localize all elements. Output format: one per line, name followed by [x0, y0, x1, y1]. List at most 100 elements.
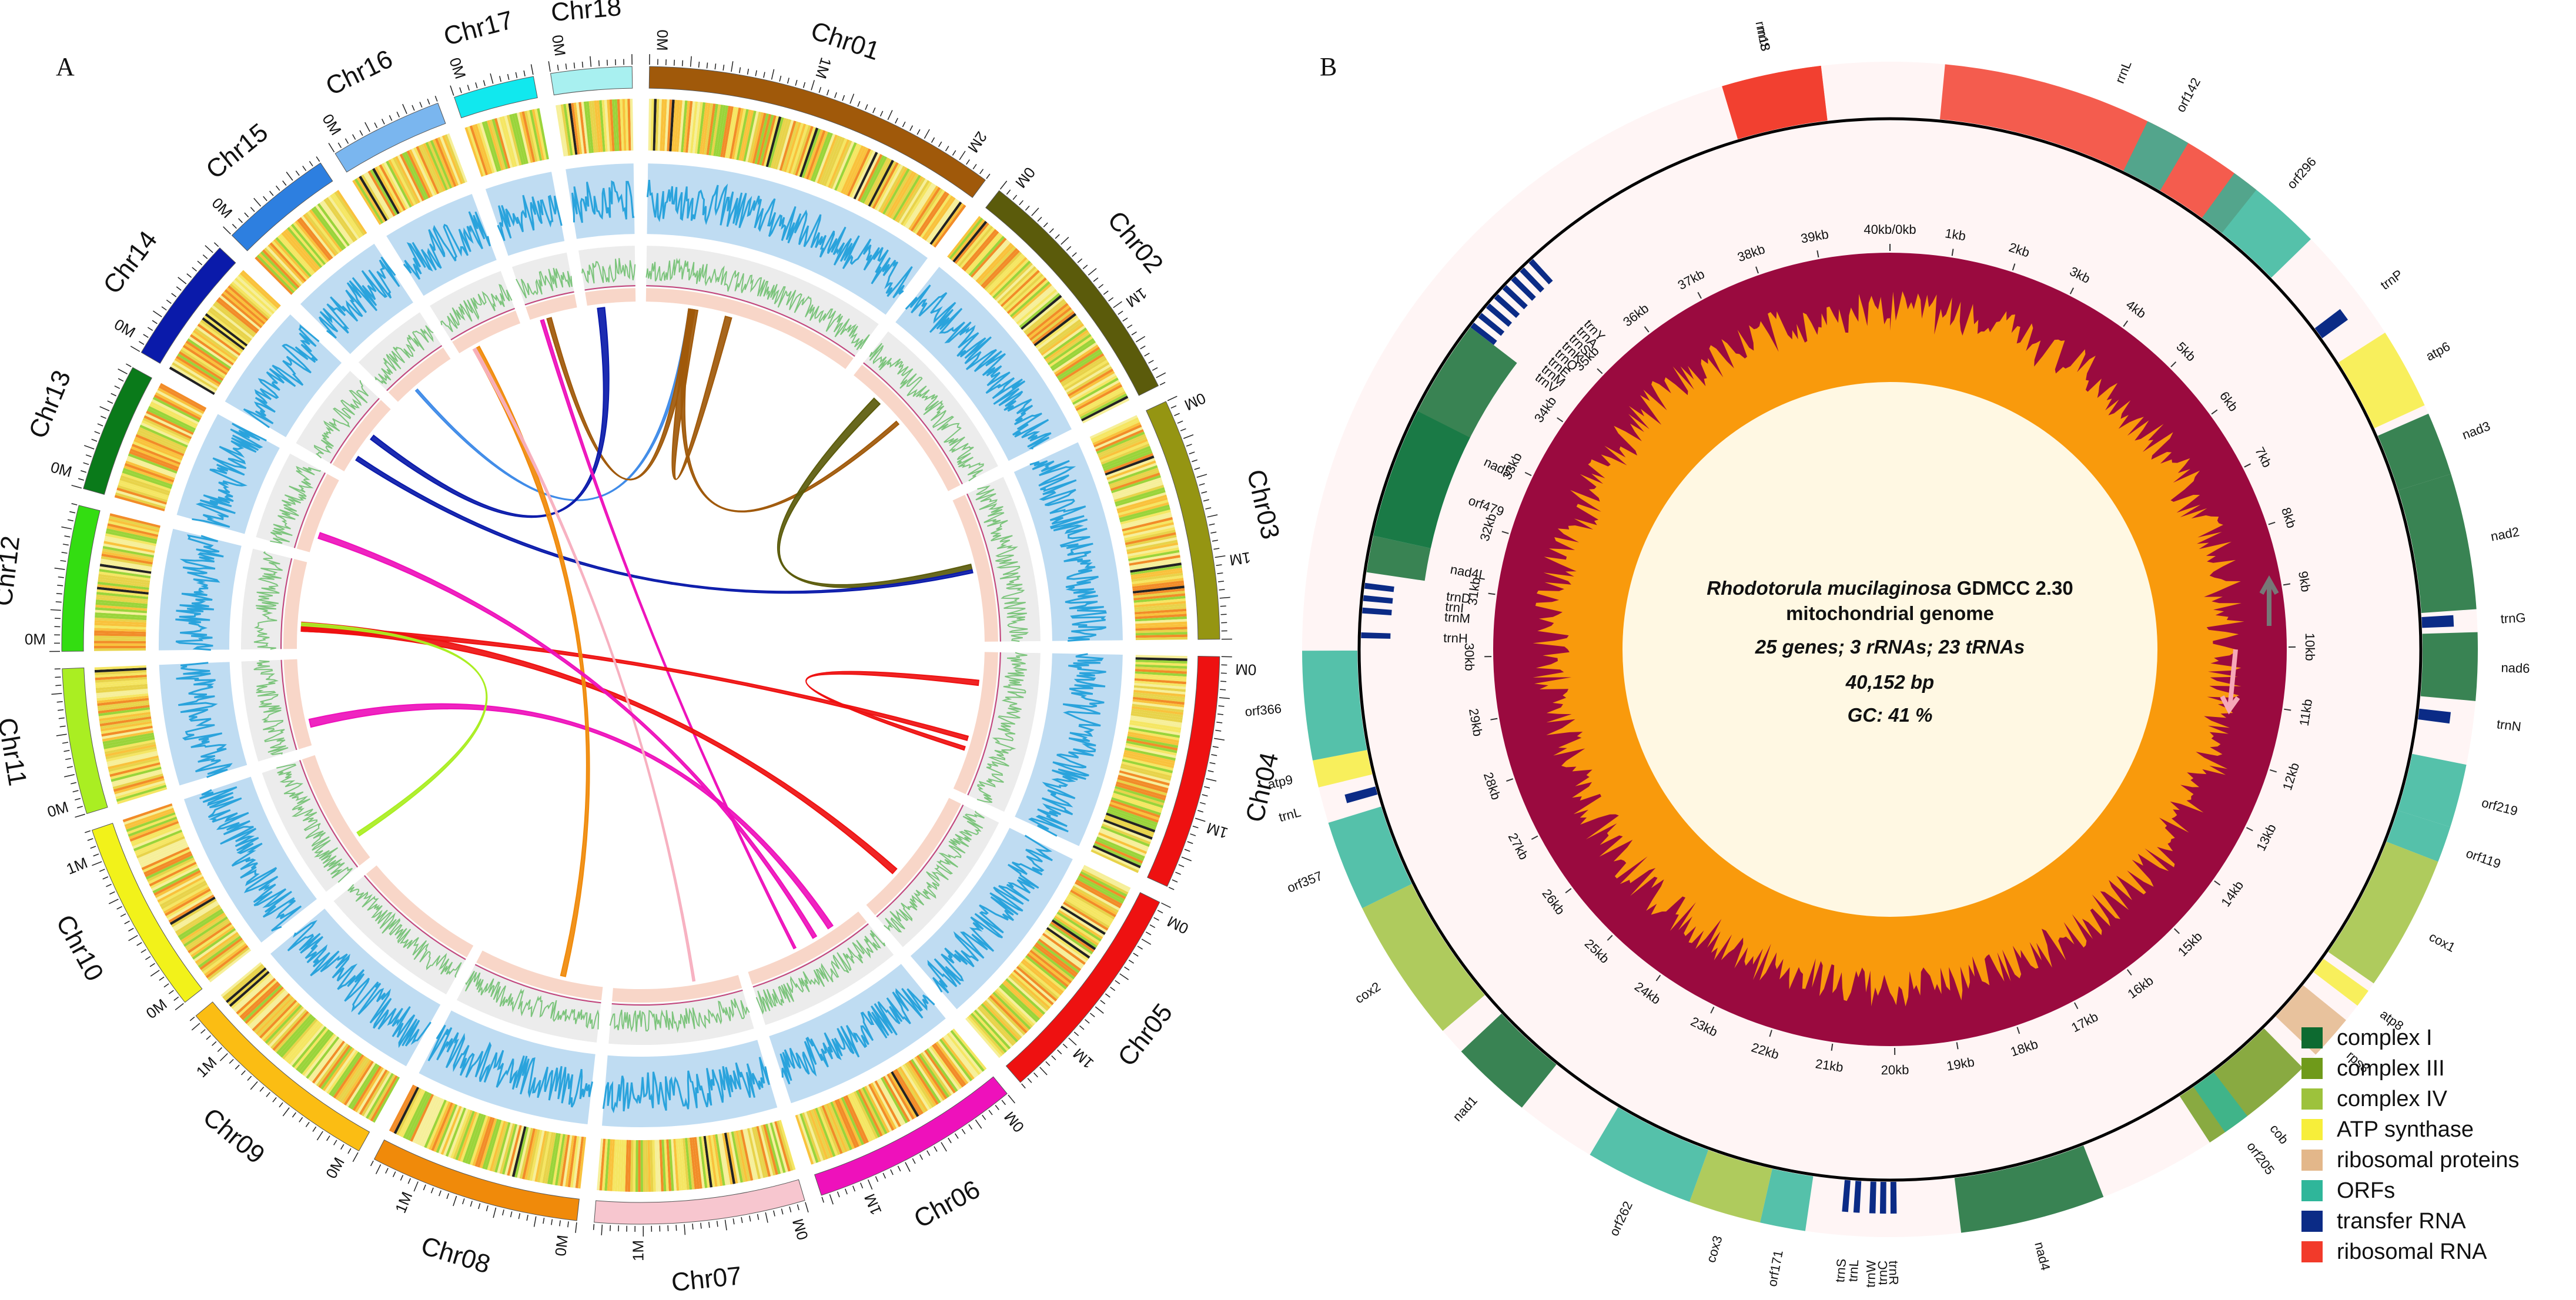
density-bin	[386, 160, 412, 208]
density-bin	[685, 100, 693, 153]
chromosome-tick	[844, 1188, 848, 1195]
chromosome-tick	[1202, 794, 1208, 797]
density-bin	[609, 99, 615, 152]
chromosome-tick	[1168, 886, 1175, 890]
chromosome-tick	[1077, 258, 1083, 263]
density-bin	[1083, 865, 1131, 890]
density-bin	[484, 120, 501, 172]
density-bin	[804, 129, 824, 179]
density-bin	[694, 1137, 702, 1189]
density-bin	[1128, 731, 1179, 743]
chromosome-start-label: 0M	[1001, 1108, 1028, 1136]
density-bin	[1115, 786, 1165, 803]
density-bin	[187, 338, 232, 370]
density-bin	[437, 137, 459, 186]
density-bin	[906, 1061, 937, 1107]
density-bin	[995, 988, 1035, 1027]
density-bin	[1119, 768, 1170, 783]
density-bin	[185, 918, 229, 949]
snp-line	[516, 267, 573, 299]
density-bin	[599, 100, 605, 152]
density-bin	[1031, 947, 1073, 982]
density-bin	[193, 930, 237, 962]
chromosome-tick	[1203, 499, 1209, 502]
density-bin	[305, 212, 339, 255]
density-bin	[104, 538, 156, 551]
chromosome-tick	[1161, 902, 1171, 909]
density-bin	[1109, 803, 1159, 823]
density-bin	[95, 676, 147, 683]
chromosome-tick	[382, 119, 385, 125]
density-bin	[1128, 552, 1180, 564]
kb-tick	[2173, 928, 2180, 934]
chromosome-tick	[1079, 1025, 1085, 1030]
density-bin	[1068, 368, 1114, 397]
density-bin	[397, 155, 423, 203]
density-bin	[1018, 964, 1059, 1000]
density-bin	[810, 1109, 831, 1159]
density-bin	[1056, 349, 1102, 379]
density-bin	[1122, 517, 1173, 532]
density-bin	[999, 985, 1039, 1023]
density-bin	[175, 904, 220, 934]
density-bin	[979, 246, 1016, 286]
density-bin	[241, 983, 281, 1020]
density-bin	[1096, 431, 1145, 454]
density-bin	[159, 880, 206, 907]
density-bin	[1021, 294, 1062, 330]
density-bin	[588, 100, 596, 153]
density-bin	[547, 1133, 558, 1185]
density-bin	[148, 406, 196, 431]
density-bin	[343, 1060, 374, 1106]
density-bin	[568, 103, 578, 155]
density-bin	[167, 892, 213, 921]
gene-arc-trnr	[1890, 1181, 1897, 1214]
density-bin	[190, 334, 234, 366]
chromosome-mb-label: 1M	[193, 1053, 220, 1081]
density-bin	[1055, 913, 1100, 944]
density-bin	[1092, 845, 1141, 869]
density-bin	[352, 1066, 382, 1111]
density-bin	[148, 859, 196, 884]
density-bin	[1080, 393, 1128, 420]
density-bin	[1093, 424, 1142, 448]
gc-line	[199, 786, 302, 932]
density-bin	[126, 814, 177, 835]
density-bin	[922, 1051, 954, 1095]
density-bin	[804, 1111, 824, 1161]
density-bin	[276, 1014, 313, 1054]
chromosome-tick	[1025, 205, 1030, 211]
density-bin	[246, 988, 286, 1026]
chromosome-tick	[126, 363, 132, 367]
density-bin	[854, 1091, 878, 1139]
density-bin	[94, 641, 146, 644]
chromosome-tick	[232, 223, 237, 229]
density-bin	[1011, 283, 1052, 320]
density-bin	[112, 771, 163, 787]
chromosome-tick	[282, 1107, 290, 1117]
density-bin	[1125, 743, 1177, 756]
density-bin	[139, 424, 188, 448]
density-bin	[991, 259, 1029, 297]
density-bin	[992, 260, 1031, 299]
density-bin	[1059, 353, 1105, 383]
density-bin	[108, 755, 159, 770]
density-bin	[94, 638, 146, 641]
chromosome-tick	[924, 129, 930, 139]
chromosome-tick	[1062, 1043, 1068, 1048]
density-bin	[554, 1134, 566, 1186]
gc-line	[176, 662, 233, 778]
density-bin	[928, 1047, 961, 1091]
density-bin	[183, 916, 228, 947]
kb-tick	[2284, 708, 2291, 711]
density-bin	[838, 144, 862, 193]
density-bin	[1051, 340, 1096, 371]
density-bin	[994, 990, 1033, 1028]
density-bin	[704, 103, 714, 155]
indel-line	[584, 285, 635, 291]
synteny-link	[680, 308, 900, 512]
density-bin	[228, 285, 269, 321]
chromosome-tick	[493, 1207, 497, 1218]
density-bin	[146, 857, 195, 882]
density-bin	[726, 1132, 738, 1184]
